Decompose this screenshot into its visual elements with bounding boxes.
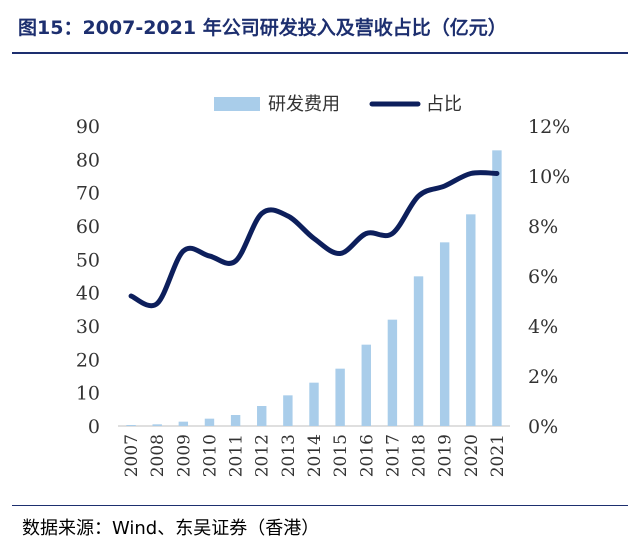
x-tick-label: 2015 xyxy=(331,434,351,477)
source-note: 数据来源：Wind、东吴证券（香港） xyxy=(22,518,320,539)
line-revenue-share xyxy=(128,170,500,309)
y-left-tick-label: 70 xyxy=(76,183,100,205)
legend-swatch-rd-expense xyxy=(214,97,260,111)
x-tick-label: 2008 xyxy=(148,434,168,477)
y-right-tick-label: 12% xyxy=(528,116,570,138)
y-right-tick-label: 6% xyxy=(528,266,558,288)
bar-rd-expense xyxy=(257,406,267,426)
x-tick-label: 2019 xyxy=(436,434,456,477)
chart-area: 0 10 20 30 40 50 60 70 80 90 0% 2% 4% 6% 8% 10% 12% 2007 2… xyxy=(76,94,570,477)
y-right-tick-label: 10% xyxy=(528,166,570,188)
x-tick-label: 2007 xyxy=(122,434,142,477)
bar-rd-expense xyxy=(152,424,162,426)
x-tick-label: 2010 xyxy=(200,434,220,477)
y-left-tick-label: 80 xyxy=(76,149,100,171)
x-tick-label: 2016 xyxy=(357,434,377,477)
x-tick-label: 2014 xyxy=(305,434,325,477)
y-left-tick-label: 90 xyxy=(76,116,100,138)
bar-rd-expense xyxy=(439,242,450,426)
source-divider xyxy=(12,505,628,506)
x-tick-label: 2009 xyxy=(174,434,194,477)
x-tick-label: 2018 xyxy=(410,434,430,477)
bar-rd-expense xyxy=(230,415,241,426)
y-right-tick-label: 0% xyxy=(528,416,558,438)
legend-label-revenue-share: 占比 xyxy=(426,94,462,115)
x-tick-label: 2020 xyxy=(462,434,482,477)
title-divider xyxy=(12,52,628,54)
y-left-tick-label: 40 xyxy=(76,283,100,305)
y-left-tick-label: 0 xyxy=(88,416,100,438)
bar-rd-expense xyxy=(309,382,319,426)
bar-rd-expense xyxy=(178,421,189,426)
y-left-tick-label: 50 xyxy=(76,249,100,271)
bar-rd-expense xyxy=(361,344,371,426)
legend-label-rd-expense: 研发费用 xyxy=(268,94,340,115)
x-tick-label: 2011 xyxy=(227,434,247,477)
y-right-tick-label: 8% xyxy=(528,216,558,238)
bar-rd-expense xyxy=(335,368,345,426)
y-left-tick-label: 60 xyxy=(76,216,100,238)
x-tick-label: 2013 xyxy=(279,434,299,477)
bar-rd-expense xyxy=(492,150,502,427)
bar-rd-expense xyxy=(387,319,398,426)
x-tick-label: 2017 xyxy=(383,434,403,477)
y-right-tick-label: 2% xyxy=(528,366,558,388)
y-left-tick-label: 30 xyxy=(76,316,100,338)
bar-rd-expense xyxy=(466,214,476,426)
bar-rd-expense xyxy=(126,425,136,426)
y-left-tick-label: 20 xyxy=(76,349,100,371)
bar-rd-expense xyxy=(204,418,215,426)
bar-rd-expense xyxy=(413,276,424,426)
x-tick-label: 2021 xyxy=(488,434,508,477)
y-right-tick-label: 4% xyxy=(528,316,558,338)
bar-rd-expense xyxy=(283,395,293,426)
chart-title: 图15：2007-2021 年公司研发投入及营收占比（亿元） xyxy=(18,17,507,39)
x-tick-label: 2012 xyxy=(253,434,273,477)
y-left-tick-label: 10 xyxy=(76,383,100,405)
